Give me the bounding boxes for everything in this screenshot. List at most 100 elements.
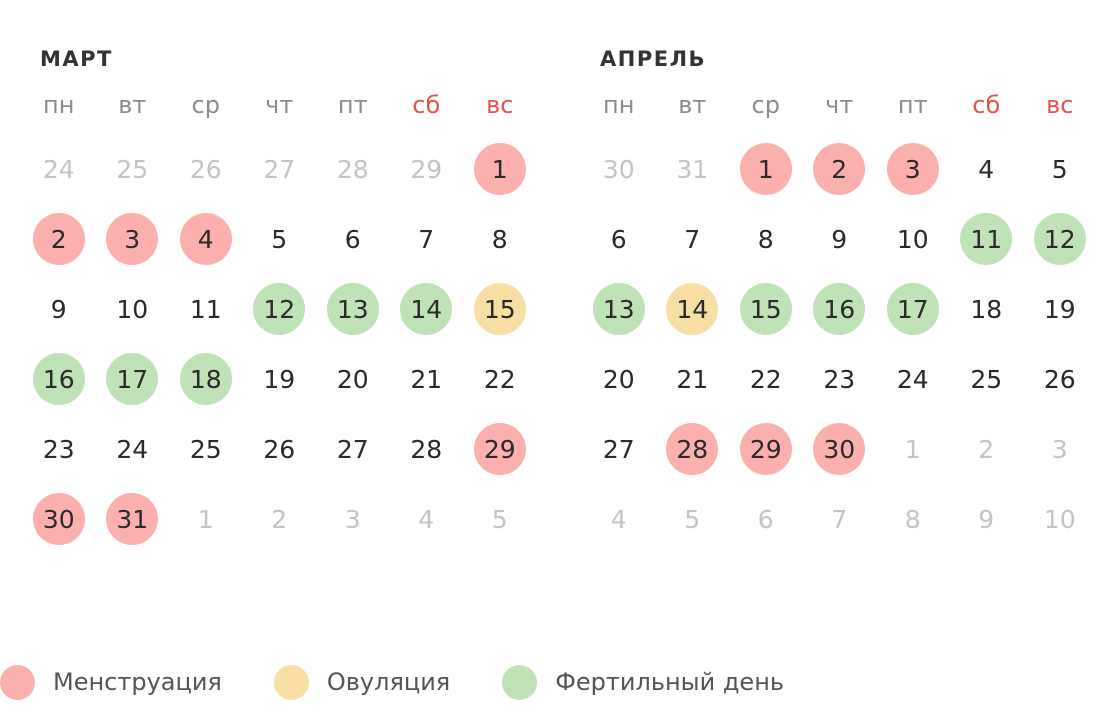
day-cell[interactable]: 31 [656, 134, 730, 204]
day-cell[interactable]: 26 [169, 134, 243, 204]
day-cell[interactable]: 15 [463, 274, 537, 344]
day-number: 4 [978, 154, 995, 184]
day-number: 10 [116, 294, 149, 324]
day-cell[interactable]: 10 [96, 274, 170, 344]
day-cell[interactable]: 2 [803, 134, 877, 204]
day-cell[interactable]: 4 [582, 484, 656, 554]
day-cell[interactable]: 11 [169, 274, 243, 344]
day-cell[interactable]: 30 [582, 134, 656, 204]
day-cell[interactable]: 16 [803, 274, 877, 344]
day-cell[interactable]: 11 [950, 204, 1024, 274]
fertile-swatch [502, 664, 538, 700]
day-cell[interactable]: 26 [1023, 344, 1097, 414]
day-cell[interactable]: 24 [876, 344, 950, 414]
day-cell[interactable]: 21 [390, 344, 464, 414]
day-cell[interactable]: 21 [656, 344, 730, 414]
day-cell[interactable]: 17 [96, 344, 170, 414]
day-cell[interactable]: 23 [22, 414, 96, 484]
day-cell[interactable]: 17 [876, 274, 950, 344]
menstruation-day: 31 [106, 493, 159, 545]
day-cell[interactable]: 19 [243, 344, 317, 414]
fertile-day: 11 [960, 213, 1013, 265]
day-cell[interactable]: 6 [729, 484, 803, 554]
day-cell[interactable]: 29 [729, 414, 803, 484]
day-cell[interactable]: 7 [656, 204, 730, 274]
day-cell[interactable]: 24 [22, 134, 96, 204]
adjacent-month-day: 24 [42, 154, 75, 184]
legend-label: Фертильный день [555, 668, 785, 696]
day-cell[interactable]: 3 [876, 134, 950, 204]
day-cell[interactable]: 31 [96, 484, 170, 554]
day-cell[interactable]: 20 [316, 344, 390, 414]
day-cell[interactable]: 1 [463, 134, 537, 204]
day-cell[interactable]: 3 [316, 484, 390, 554]
day-cell[interactable]: 1 [729, 134, 803, 204]
day-cell[interactable]: 2 [243, 484, 317, 554]
day-cell[interactable]: 2 [22, 204, 96, 274]
day-cell[interactable]: 9 [950, 484, 1024, 554]
day-cell[interactable]: 7 [390, 204, 464, 274]
day-cell[interactable]: 13 [582, 274, 656, 344]
day-cell[interactable]: 29 [463, 414, 537, 484]
day-cell[interactable]: 26 [243, 414, 317, 484]
day-cell[interactable]: 25 [169, 414, 243, 484]
day-cell[interactable]: 12 [1023, 204, 1097, 274]
day-cell[interactable]: 7 [803, 484, 877, 554]
day-cell[interactable]: 6 [316, 204, 390, 274]
day-cell[interactable]: 20 [582, 344, 656, 414]
day-cell[interactable]: 1 [169, 484, 243, 554]
day-cell[interactable]: 8 [463, 204, 537, 274]
day-cell[interactable]: 10 [1023, 484, 1097, 554]
day-cell[interactable]: 5 [656, 484, 730, 554]
day-cell[interactable]: 10 [876, 204, 950, 274]
day-cell[interactable]: 19 [1023, 274, 1097, 344]
day-cell[interactable]: 5 [1023, 134, 1097, 204]
day-cell[interactable]: 8 [729, 204, 803, 274]
day-cell[interactable]: 22 [463, 344, 537, 414]
day-cell[interactable]: 18 [950, 274, 1024, 344]
day-cell[interactable]: 12 [243, 274, 317, 344]
day-cell[interactable]: 18 [169, 344, 243, 414]
day-cell[interactable]: 25 [96, 134, 170, 204]
day-cell[interactable]: 22 [729, 344, 803, 414]
day-cell[interactable]: 9 [803, 204, 877, 274]
day-number: 23 [42, 434, 75, 464]
day-cell[interactable]: 28 [390, 414, 464, 484]
day-cell[interactable]: 14 [390, 274, 464, 344]
day-cell[interactable]: 14 [656, 274, 730, 344]
day-cell[interactable]: 9 [22, 274, 96, 344]
day-cell[interactable]: 27 [582, 414, 656, 484]
day-cell[interactable]: 16 [22, 344, 96, 414]
day-cell[interactable]: 30 [22, 484, 96, 554]
day-cell[interactable]: 8 [876, 484, 950, 554]
day-cell[interactable]: 4 [390, 484, 464, 554]
weekday-label: чт [825, 91, 854, 119]
menstruation-day: 30 [813, 423, 866, 475]
weekend-label: вс [486, 91, 514, 119]
day-cell[interactable]: 6 [582, 204, 656, 274]
day-cell[interactable]: 3 [1023, 414, 1097, 484]
day-number: 18 [970, 294, 1003, 324]
day-cell[interactable]: 2 [950, 414, 1024, 484]
day-cell[interactable]: 13 [316, 274, 390, 344]
day-cell[interactable]: 24 [96, 414, 170, 484]
day-cell[interactable]: 5 [243, 204, 317, 274]
day-cell[interactable]: 28 [656, 414, 730, 484]
day-number: 10 [896, 224, 929, 254]
day-cell[interactable]: 3 [96, 204, 170, 274]
calendar-april: АПРЕЛЬ пн вт ср чт пт сб вс 30 31 1 2 3 4 5 6 7 8… [582, 44, 1102, 554]
menstruation-day: 30 [32, 493, 85, 545]
day-cell[interactable]: 30 [803, 414, 877, 484]
day-cell[interactable]: 25 [950, 344, 1024, 414]
day-cell[interactable]: 23 [803, 344, 877, 414]
day-cell[interactable]: 27 [316, 414, 390, 484]
day-cell[interactable]: 28 [316, 134, 390, 204]
day-grid: 24 25 26 27 28 29 1 2 3 4 5 6 7 8 9 10 11 12 13 14 15 16 17 18 1… [22, 134, 542, 554]
day-cell[interactable]: 1 [876, 414, 950, 484]
day-cell[interactable]: 5 [463, 484, 537, 554]
day-cell[interactable]: 4 [950, 134, 1024, 204]
day-cell[interactable]: 15 [729, 274, 803, 344]
day-cell[interactable]: 29 [390, 134, 464, 204]
day-cell[interactable]: 27 [243, 134, 317, 204]
day-cell[interactable]: 4 [169, 204, 243, 274]
